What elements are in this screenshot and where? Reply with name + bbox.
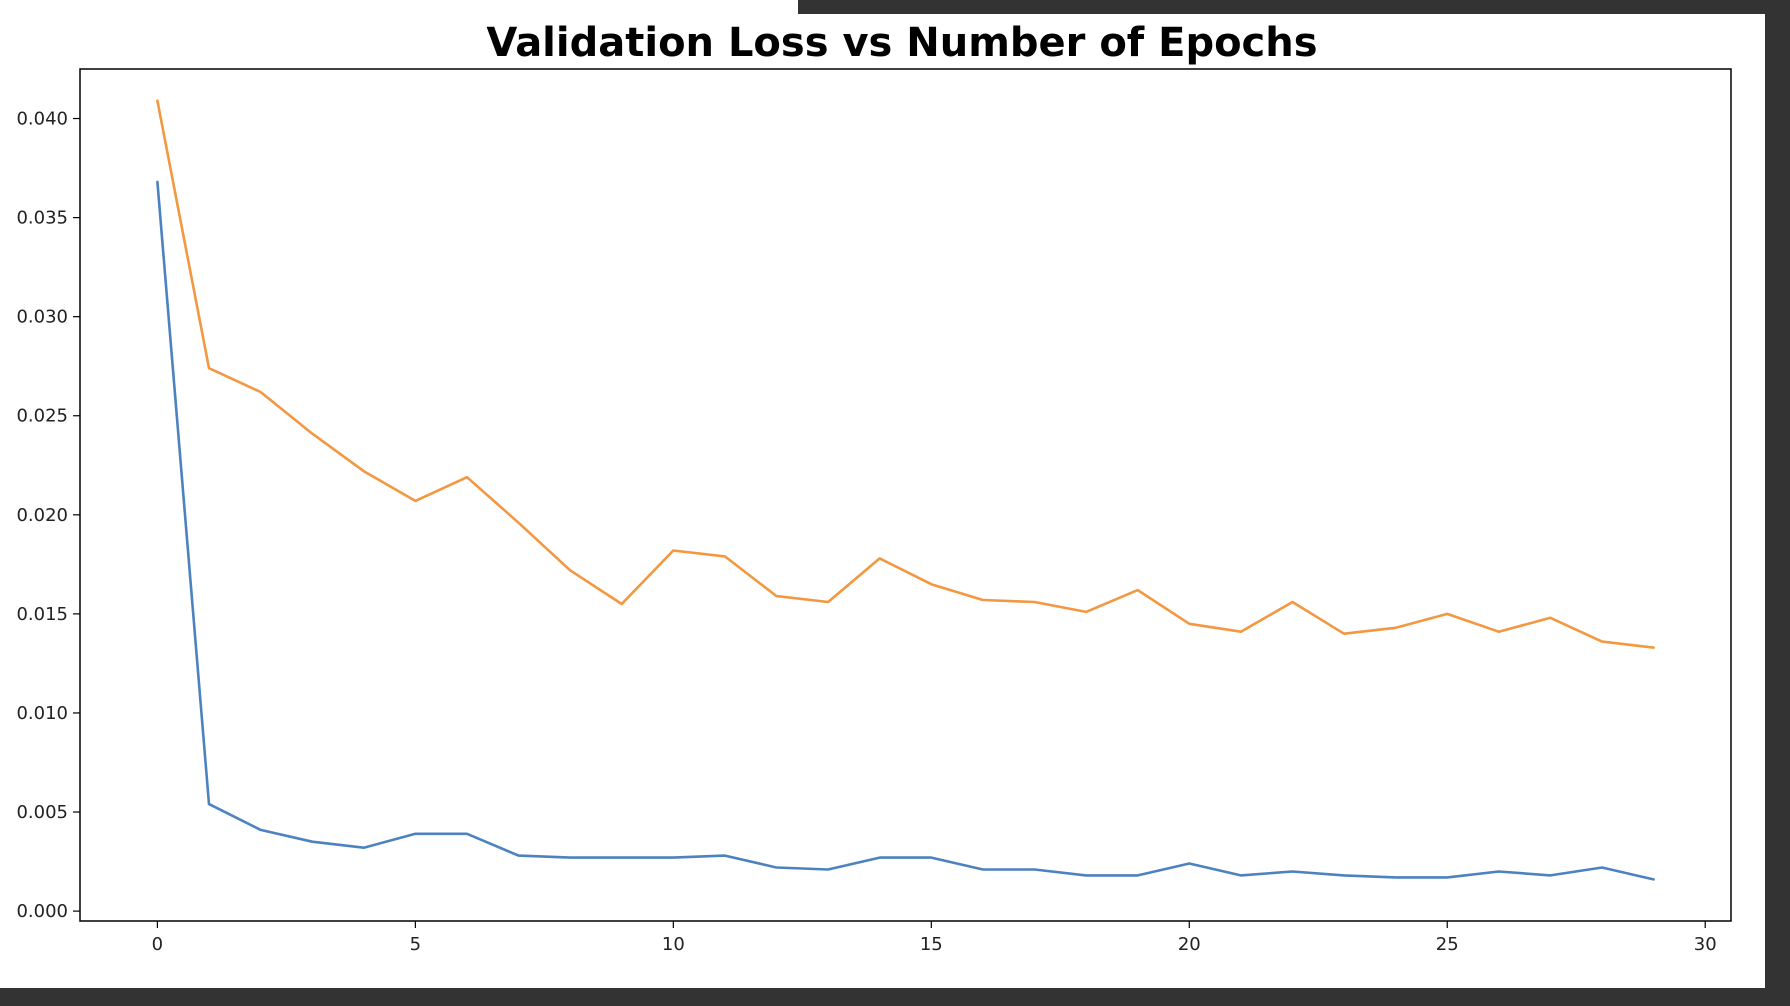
x-tick-label: 10 [662,934,685,955]
x-axis: 0 5 10 15 20 25 30 [152,921,1717,955]
chart-figure: Validation Loss vs Number of Epochs 0 5 10… [0,0,1765,988]
series-layer [156,99,1655,881]
y-tick-label: 0.005 [16,802,68,823]
x-tick-label: 25 [1436,934,1459,955]
line-chart: Validation Loss vs Number of Epochs 0 5 10… [16,20,1732,955]
x-tick-label: 5 [410,934,421,955]
y-axis: 0.000 0.005 0.010 0.015 0.020 0.025 0.030 0.035… [16,109,80,922]
x-tick-label: 20 [1178,934,1201,955]
y-tick-label: 0.035 [16,208,68,229]
y-tick-label: 0.020 [16,505,68,526]
x-tick-label: 30 [1694,934,1717,955]
x-tick-label: 15 [920,934,943,955]
x-tick-label: 0 [152,934,163,955]
window-top-bar [798,0,1765,14]
y-tick-label: 0.000 [16,901,68,922]
y-tick-label: 0.040 [16,109,68,130]
series-line-1 [156,180,1655,881]
y-tick-label: 0.010 [16,703,68,724]
y-tick-label: 0.015 [16,604,68,625]
series-line-2 [156,99,1655,649]
y-tick-label: 0.025 [16,406,68,427]
plot-frame [79,68,1732,922]
y-tick-label: 0.030 [16,307,68,328]
chart-title: Validation Loss vs Number of Epochs [486,20,1317,66]
